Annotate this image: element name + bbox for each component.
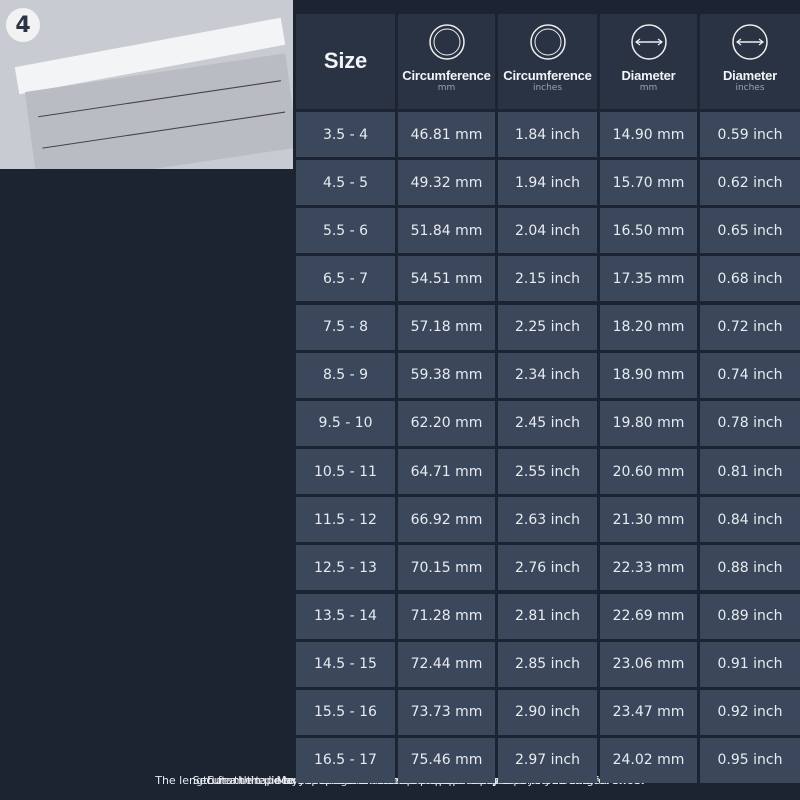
table-cell: 17.35 mm xyxy=(600,256,697,302)
table-cell: 1.94 inch xyxy=(498,160,597,206)
table-cell: 15.70 mm xyxy=(600,160,697,206)
table-cell: 13.5 - 14 xyxy=(296,593,395,639)
table-cell: 9.5 - 10 xyxy=(296,400,395,446)
table-cell: 71.28 mm xyxy=(398,593,495,639)
header-icon xyxy=(428,24,465,60)
header-icon xyxy=(732,24,768,60)
table-cell: 16.5 - 17 xyxy=(296,737,395,783)
table-cell: 59.38 mm xyxy=(398,352,495,398)
table-cell: 22.33 mm xyxy=(600,545,697,591)
table-cell: 46.81 mm xyxy=(398,112,495,157)
table-cell: 2.81 inch xyxy=(498,593,597,639)
table-cell: 0.74 inch xyxy=(700,352,800,398)
header-unit: inches xyxy=(735,83,765,93)
table-cell: 0.81 inch xyxy=(700,449,800,495)
table-cell: 22.69 mm xyxy=(600,593,697,639)
step-photo xyxy=(0,0,293,169)
column-header: Circumference mm xyxy=(398,14,495,109)
table-cell: 62.20 mm xyxy=(398,400,495,446)
table-cell: 12.5 - 13 xyxy=(296,545,395,591)
table-cell: 8.5 - 9 xyxy=(296,352,395,398)
table-cell: 0.89 inch xyxy=(700,593,800,639)
table-cell: 18.90 mm xyxy=(600,352,697,398)
column-header: Circumference inches xyxy=(498,14,597,109)
table-cell: 16.50 mm xyxy=(600,208,697,254)
table-cell: 0.72 inch xyxy=(700,304,800,350)
table-cell: 4.5 - 5 xyxy=(296,160,395,206)
table-cell: 2.85 inch xyxy=(498,641,597,687)
table-cell: 66.92 mm xyxy=(398,497,495,543)
table-cell: 49.32 mm xyxy=(398,160,495,206)
table-cell: 0.78 inch xyxy=(700,400,800,446)
table-cell: 2.76 inch xyxy=(498,545,597,591)
table-cell: 2.90 inch xyxy=(498,689,597,735)
header-title: Diameter xyxy=(621,68,676,83)
table-cell: 23.06 mm xyxy=(600,641,697,687)
header-unit: mm xyxy=(437,83,456,93)
header-title: Circumference xyxy=(402,68,491,83)
header-icon xyxy=(630,24,667,60)
header-unit: mm xyxy=(639,83,658,93)
table-cell: 0.84 inch xyxy=(700,497,800,543)
table-cell: 11.5 - 12 xyxy=(296,497,395,543)
table-cell: 21.30 mm xyxy=(600,497,697,543)
column-header: Diameter inches xyxy=(700,14,800,109)
table-cell: 2.04 inch xyxy=(498,208,597,254)
table-cell: 70.15 mm xyxy=(398,545,495,591)
table-cell: 2.55 inch xyxy=(498,449,597,495)
table-cell: 7.5 - 8 xyxy=(296,304,395,350)
table-cell: 20.60 mm xyxy=(600,449,697,495)
table-cell: 64.71 mm xyxy=(398,449,495,495)
table-cell: 72.44 mm xyxy=(398,641,495,687)
table-cell: 75.46 mm xyxy=(398,737,495,783)
header-title: Diameter xyxy=(722,68,778,83)
table-cell: 57.18 mm xyxy=(398,304,495,350)
table-cell: 10.5 - 11 xyxy=(296,449,395,495)
table-cell: 19.80 mm xyxy=(600,400,697,446)
header-icon xyxy=(529,24,566,60)
table-cell: 3.5 - 4 xyxy=(296,112,395,157)
table-cell: 0.95 inch xyxy=(700,737,800,783)
header-title: Circumference xyxy=(503,68,592,83)
table-cell: 54.51 mm xyxy=(398,256,495,302)
table-cell: 0.59 inch xyxy=(700,112,800,157)
table-cell: 6.5 - 7 xyxy=(296,256,395,302)
table-cell: 0.91 inch xyxy=(700,641,800,687)
table-cell: 5.5 - 6 xyxy=(296,208,395,254)
table-cell: 73.73 mm xyxy=(398,689,495,735)
table-cell: 0.68 inch xyxy=(700,256,800,302)
table-cell: 2.97 inch xyxy=(498,737,597,783)
header-unit: inches xyxy=(532,83,563,93)
table-cell: 15.5 - 16 xyxy=(296,689,395,735)
table-cell: 2.34 inch xyxy=(498,352,597,398)
table-cell: 0.92 inch xyxy=(700,689,800,735)
column-header: Diameter mm xyxy=(600,14,697,109)
table-cell: 0.88 inch xyxy=(700,545,800,591)
table-cell: 2.63 inch xyxy=(498,497,597,543)
table-cell: 14.5 - 15 xyxy=(296,641,395,687)
table-cell: 14.90 mm xyxy=(600,112,697,157)
table-cell: 23.47 mm xyxy=(600,689,697,735)
table-cell: 2.25 inch xyxy=(498,304,597,350)
table-cell: 0.62 inch xyxy=(700,160,800,206)
header-title: Size xyxy=(323,48,368,73)
step-number: 4 xyxy=(6,8,40,42)
table-cell: 2.15 inch xyxy=(498,256,597,302)
table-cell: 51.84 mm xyxy=(398,208,495,254)
table-cell: 24.02 mm xyxy=(600,737,697,783)
table-cell: 0.65 inch xyxy=(700,208,800,254)
column-header: Size xyxy=(296,14,395,109)
table-cell: 1.84 inch xyxy=(498,112,597,157)
table-cell: 18.20 mm xyxy=(600,304,697,350)
table-cell: 2.45 inch xyxy=(498,400,597,446)
